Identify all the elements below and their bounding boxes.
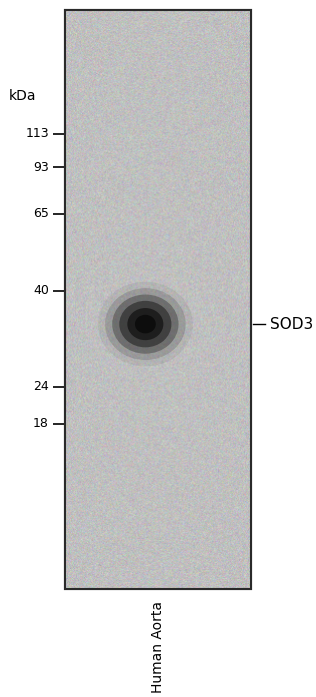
Text: 93: 93	[33, 161, 49, 174]
Text: 113: 113	[25, 128, 49, 140]
Ellipse shape	[105, 288, 186, 360]
Ellipse shape	[112, 295, 179, 353]
Text: Human Aorta: Human Aorta	[151, 601, 165, 693]
Ellipse shape	[98, 282, 193, 367]
Text: 18: 18	[33, 418, 49, 430]
Ellipse shape	[127, 308, 163, 340]
Text: 24: 24	[33, 381, 49, 393]
Ellipse shape	[119, 301, 171, 347]
Text: SOD3: SOD3	[270, 316, 313, 332]
Text: 65: 65	[33, 208, 49, 220]
Ellipse shape	[135, 315, 156, 333]
Text: 40: 40	[33, 284, 49, 297]
Bar	[65, 10, 251, 589]
Bar	[65, 10, 251, 589]
Text: kDa: kDa	[8, 89, 36, 103]
